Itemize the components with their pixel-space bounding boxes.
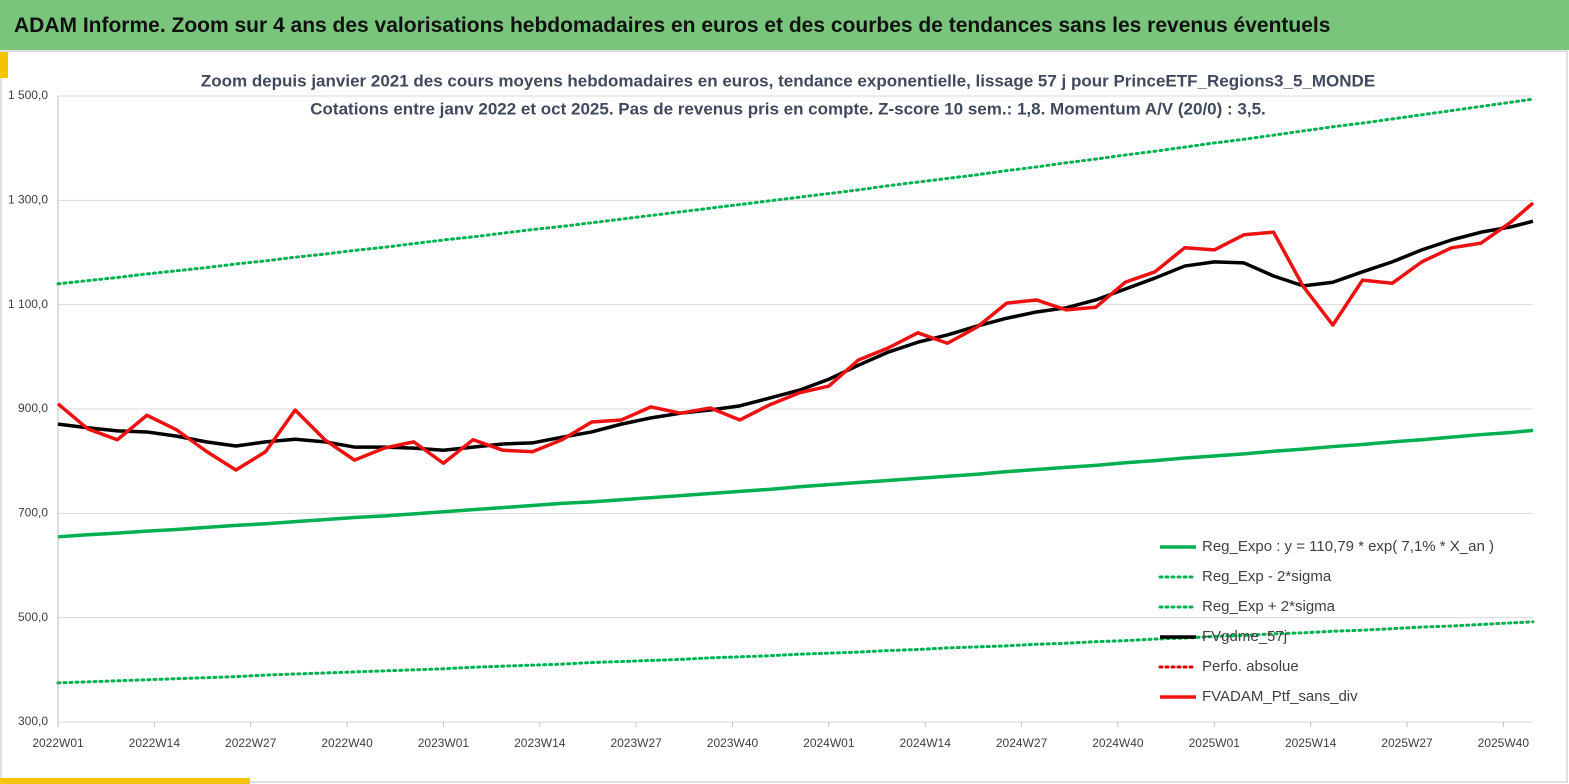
x-tick-label: 2022W40 <box>321 736 373 750</box>
series-line <box>57 219 1534 452</box>
x-tick-label: 2024W01 <box>803 736 855 750</box>
legend-label: Reg_Exp - 2*sigma <box>1202 568 1332 585</box>
legend-label: FVgdme_57j <box>1202 628 1287 645</box>
x-tick-label: 2022W14 <box>129 736 181 750</box>
x-tick-label: 2025W27 <box>1381 736 1433 750</box>
y-tick-label: 1 300,0 <box>8 193 48 207</box>
x-tick-label: 2022W27 <box>225 736 277 750</box>
chart-title: Zoom depuis janvier 2021 des cours moyen… <box>201 71 1375 90</box>
series-line <box>57 428 1534 539</box>
x-tick-label: 2023W40 <box>707 736 759 750</box>
series-line <box>56 201 1535 472</box>
x-tick-label: 2024W40 <box>1092 736 1144 750</box>
legend-label: Perfo. absolue <box>1202 658 1299 675</box>
x-tick-label: 2023W14 <box>514 736 566 750</box>
accent <box>0 52 8 78</box>
y-tick-label: 1 500,0 <box>8 88 48 102</box>
legend-label: FVADAM_Ptf_sans_div <box>1202 688 1358 705</box>
chart-subtitle: Cotations entre janv 2022 et oct 2025. P… <box>310 99 1266 118</box>
y-tick-label: 300,0 <box>18 714 48 728</box>
x-tick-label: 2025W14 <box>1285 736 1337 750</box>
series-line <box>56 97 1535 286</box>
accent <box>0 778 250 784</box>
legend-label: Reg_Exp + 2*sigma <box>1202 598 1336 615</box>
y-tick-label: 900,0 <box>18 401 48 415</box>
chart-frame <box>0 50 1568 783</box>
x-tick-label: 2023W01 <box>418 736 470 750</box>
x-tick-label: 2023W27 <box>610 736 662 750</box>
x-tick-label: 2025W01 <box>1189 736 1241 750</box>
x-tick-label: 2022W01 <box>32 736 84 750</box>
y-tick-label: 1 100,0 <box>8 297 48 311</box>
x-tick-label: 2025W40 <box>1478 736 1530 750</box>
x-tick-label: 2024W27 <box>996 736 1048 750</box>
y-tick-label: 700,0 <box>18 506 48 520</box>
legend-label: Reg_Expo : y = 110,79 * exp( 7,1% * X_an… <box>1202 538 1494 555</box>
header: ADAM Informe. Zoom sur 4 ans des valoris… <box>0 0 1569 50</box>
header-title: ADAM Informe. Zoom sur 4 ans des valoris… <box>14 14 1331 37</box>
y-tick-label: 500,0 <box>18 610 48 624</box>
x-tick-label: 2024W14 <box>900 736 952 750</box>
series-line <box>56 620 1535 685</box>
